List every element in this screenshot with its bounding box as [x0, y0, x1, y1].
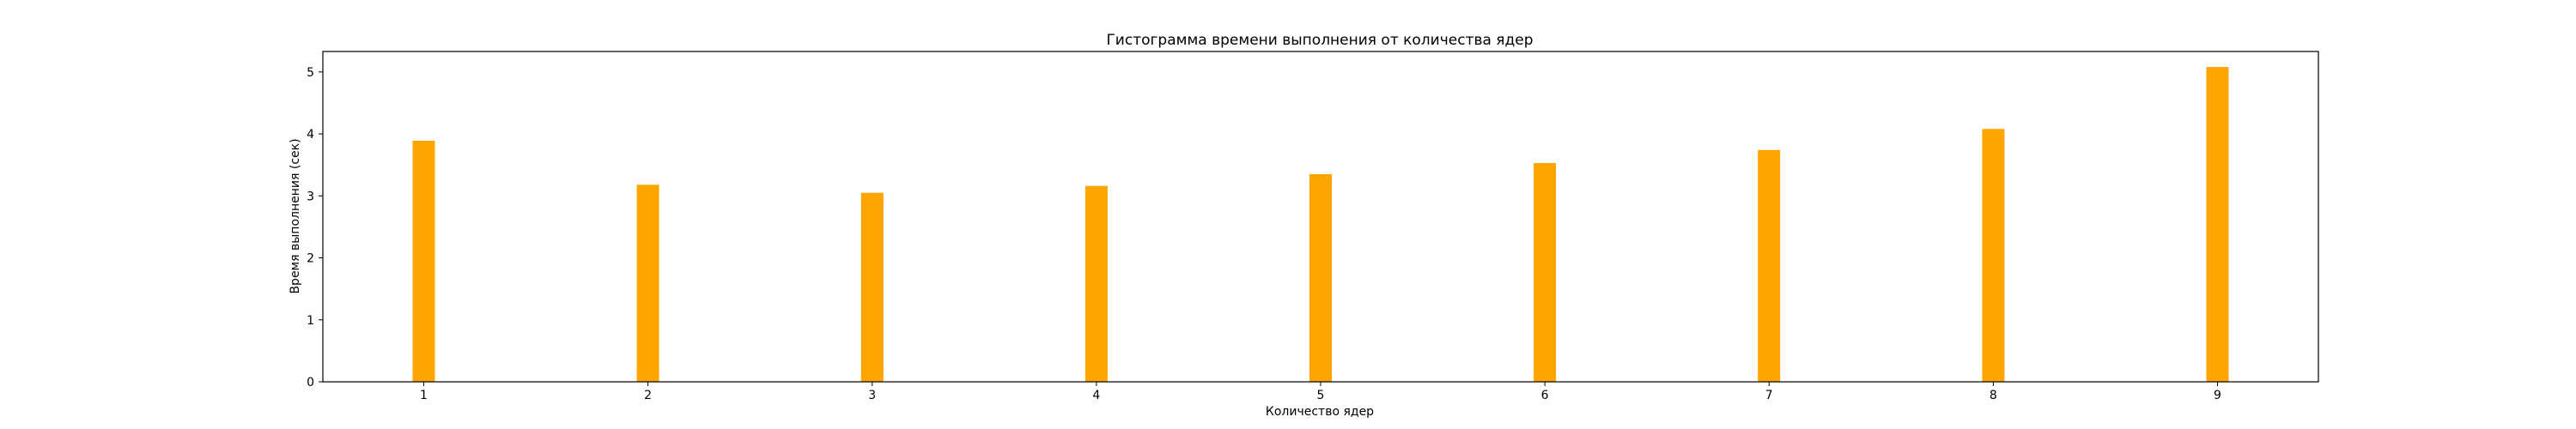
x-tick-label: 3 — [868, 389, 876, 402]
bar-5 — [1309, 174, 1332, 382]
x-tick-label: 1 — [420, 389, 428, 402]
y-tick-label: 4 — [307, 128, 314, 142]
y-tick-label: 2 — [307, 252, 314, 266]
x-tick-label: 4 — [1092, 389, 1100, 402]
y-axis-label: Время выполнения (сек) — [289, 138, 302, 293]
chart-title: Гистограмма времени выполнения от количе… — [1106, 32, 1533, 49]
x-tick-label: 5 — [1317, 389, 1325, 402]
plot-frame — [322, 51, 2319, 383]
x-axis-label: Количество ядер — [1266, 405, 1374, 419]
bars-layer — [412, 67, 2229, 383]
ticks-layer: 1 2 3 4 5 6 7 8 9 0 1 2 3 4 5 — [307, 66, 2221, 402]
y-tick-label: 5 — [307, 66, 314, 80]
y-tick-label: 3 — [307, 190, 314, 203]
y-tick-label: 0 — [307, 376, 314, 390]
bar-9 — [2206, 67, 2229, 382]
x-tick-label: 6 — [1541, 389, 1549, 402]
bar-1 — [412, 141, 435, 382]
bar-4 — [1084, 185, 1108, 382]
bar-6 — [1534, 163, 1557, 382]
x-tick-label: 9 — [2214, 389, 2221, 402]
x-tick-label: 7 — [1765, 389, 1773, 402]
bar-3 — [860, 192, 884, 382]
bar-8 — [1982, 129, 2005, 383]
bar-7 — [1758, 149, 1781, 383]
bar-2 — [636, 184, 659, 382]
y-tick-label: 1 — [307, 314, 314, 328]
x-tick-label: 2 — [644, 389, 652, 402]
x-tick-label: 8 — [1990, 389, 1997, 402]
